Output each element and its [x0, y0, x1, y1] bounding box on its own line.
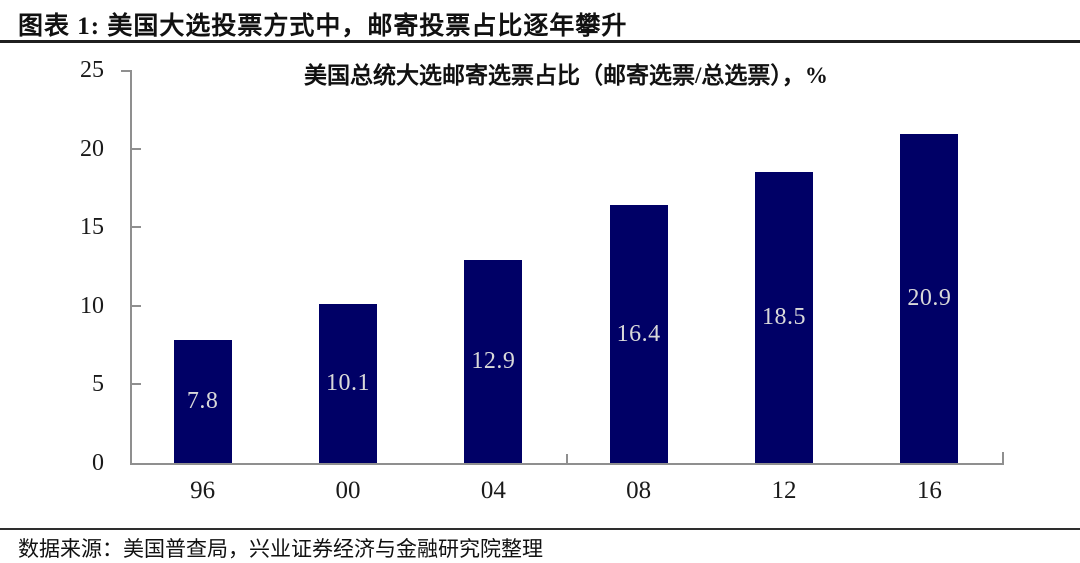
y-tick: [132, 226, 141, 229]
x-axis-label: 16: [916, 477, 942, 504]
bar-value-label: 7.8: [186, 388, 219, 415]
bar: 10.1: [319, 304, 377, 463]
y-axis-label: 0: [92, 450, 104, 476]
y-tick: [132, 383, 141, 386]
bar-value-label: 12.9: [471, 348, 516, 375]
x-axis-label: 04: [480, 477, 506, 504]
bar: 18.5: [755, 172, 813, 463]
bar: 12.9: [464, 260, 523, 463]
x-axis-label: 00: [335, 477, 361, 504]
footer-divider: [0, 528, 1080, 530]
y-axis-label: 20: [80, 135, 104, 162]
x-axis-end-cap: [1002, 452, 1004, 465]
chart-title: 美国总统大选邮寄选票占比（邮寄选票/总选票），%: [304, 63, 828, 88]
x-axis-label: 12: [771, 477, 797, 504]
x-axis-line: [130, 463, 1004, 465]
y-axis-label: 5: [92, 371, 104, 398]
data-source: 数据来源：美国普查局，兴业证券经济与金融研究院整理: [18, 537, 543, 561]
x-axis-label: 08: [626, 477, 652, 504]
header-divider: [0, 40, 1080, 43]
bar: 7.8: [173, 340, 232, 463]
y-tick: [132, 147, 141, 150]
bar: 16.4: [609, 205, 668, 463]
x-axis-mid-tick: [566, 454, 568, 463]
y-axis-label: 10: [80, 292, 104, 319]
x-axis-label: 96: [190, 477, 216, 504]
bar-value-label: 16.4: [616, 320, 661, 347]
bar-value-label: 18.5: [762, 304, 806, 331]
bar-value-label: 10.1: [326, 370, 370, 397]
bar: 20.9: [900, 134, 959, 463]
y-axis-line: [130, 70, 132, 463]
y-tick: [132, 304, 141, 307]
y-axis-label: 15: [80, 214, 104, 241]
y-axis-label: 25: [80, 57, 104, 83]
bar-value-label: 20.9: [907, 285, 952, 312]
y-axis-end-cap: [121, 70, 130, 72]
figure-title: 图表 1: 美国大选投票方式中，邮寄投票占比逐年攀升: [18, 13, 628, 40]
